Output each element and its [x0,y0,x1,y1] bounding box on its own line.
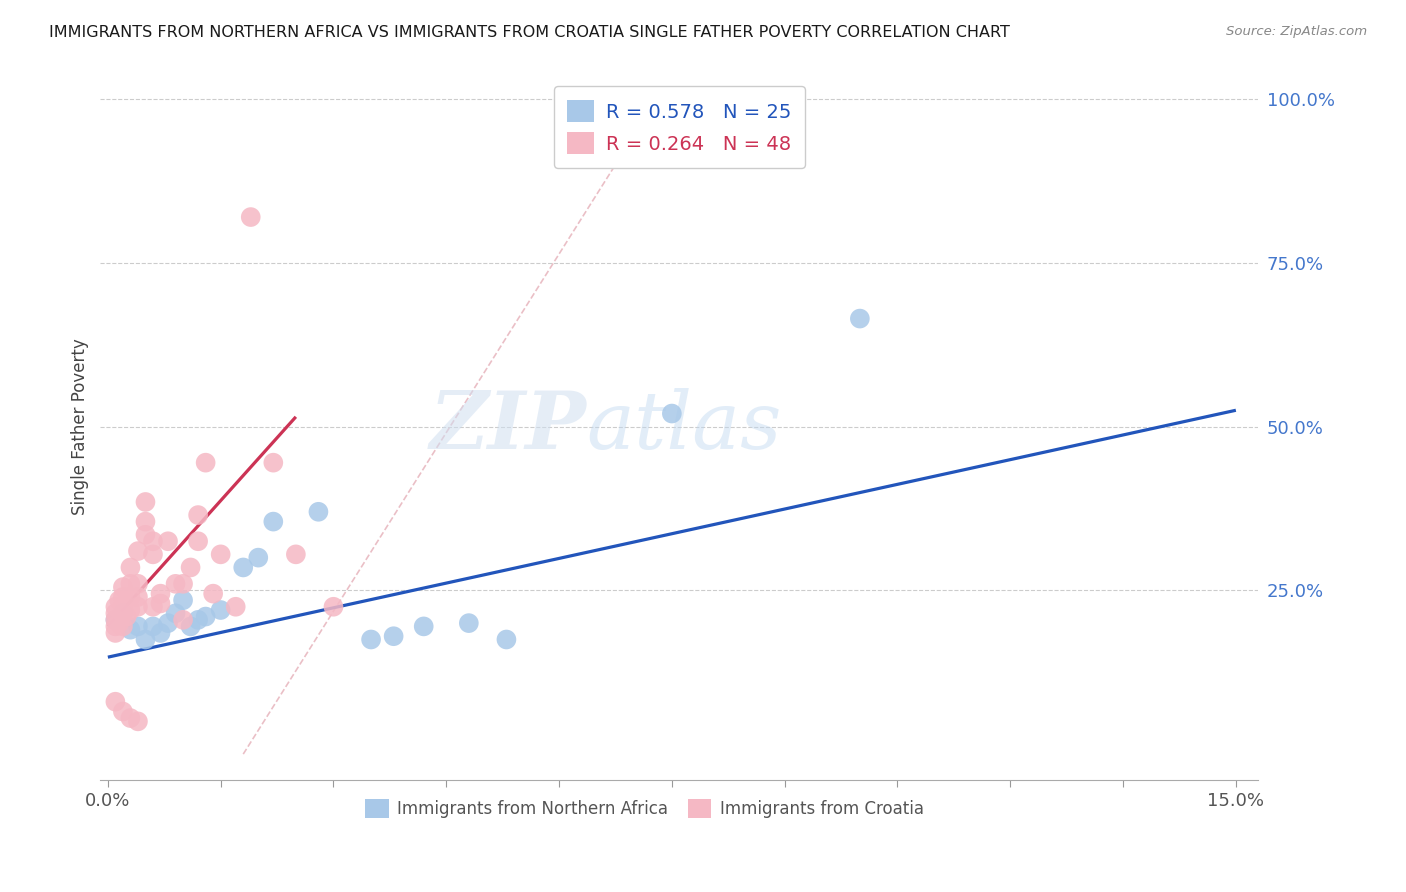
Point [104,626,127,640]
Point [111,599,134,614]
Point [108,593,131,607]
Text: IMMIGRANTS FROM NORTHERN AFRICA VS IMMIGRANTS FROM CROATIA SINGLE FATHER POVERTY: IMMIGRANTS FROM NORTHERN AFRICA VS IMMIG… [49,25,1010,40]
Point [172,577,194,591]
Point [127,599,149,614]
Point [194,609,217,624]
Point [165,607,187,621]
Point [322,599,344,614]
Point [209,547,232,561]
Point [149,587,172,601]
Point [127,619,149,633]
Text: atlas: atlas [586,388,782,466]
Point [495,632,517,647]
Y-axis label: Single Father Poverty: Single Father Poverty [72,338,89,515]
Point [142,534,165,549]
Text: ZIP: ZIP [430,388,586,466]
Point [180,619,202,633]
Point [360,632,382,647]
Point [457,616,479,631]
Point [104,619,127,633]
Legend: Immigrants from Northern Africa, Immigrants from Croatia: Immigrants from Northern Africa, Immigra… [359,792,931,825]
Point [661,407,683,421]
Point [134,515,156,529]
Point [142,547,165,561]
Point [104,613,127,627]
Point [104,599,127,614]
Text: Source: ZipAtlas.com: Source: ZipAtlas.com [1226,25,1367,38]
Point [284,547,307,561]
Point [849,311,872,326]
Point [120,711,142,725]
Point [134,632,156,647]
Point [120,577,142,591]
Point [202,587,225,601]
Point [180,560,202,574]
Point [149,626,172,640]
Point [239,210,262,224]
Point [172,593,194,607]
Point [127,577,149,591]
Point [111,607,134,621]
Point [120,590,142,604]
Point [209,603,232,617]
Point [108,616,131,631]
Point [225,599,247,614]
Point [187,613,209,627]
Point [104,613,127,627]
Point [127,544,149,558]
Point [115,609,138,624]
Point [382,629,405,643]
Point [120,623,142,637]
Point [194,456,217,470]
Point [111,705,134,719]
Point [187,534,209,549]
Point [111,590,134,604]
Point [127,590,149,604]
Point [149,597,172,611]
Point [187,508,209,522]
Point [247,550,270,565]
Point [120,603,142,617]
Point [142,599,165,614]
Point [157,616,180,631]
Point [165,577,187,591]
Point [120,560,142,574]
Point [262,515,284,529]
Point [412,619,434,633]
Point [262,456,284,470]
Point [307,505,329,519]
Point [111,619,134,633]
Point [111,607,134,621]
Point [111,580,134,594]
Point [104,695,127,709]
Point [232,560,254,574]
Point [134,495,156,509]
Point [134,527,156,541]
Point [157,534,180,549]
Point [127,714,149,729]
Point [142,619,165,633]
Point [172,613,194,627]
Point [104,607,127,621]
